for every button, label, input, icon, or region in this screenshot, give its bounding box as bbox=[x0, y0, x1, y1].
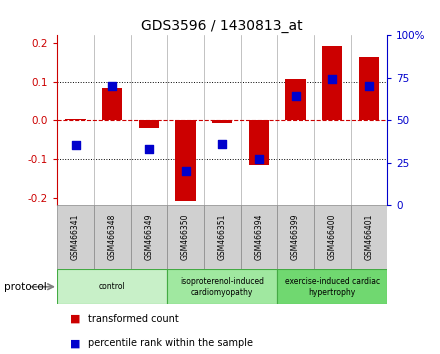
Text: GSM466349: GSM466349 bbox=[144, 214, 154, 261]
Text: exercise-induced cardiac
hypertrophy: exercise-induced cardiac hypertrophy bbox=[285, 277, 380, 297]
Text: ■: ■ bbox=[70, 338, 81, 348]
Text: isoproterenol-induced
cardiomyopathy: isoproterenol-induced cardiomyopathy bbox=[180, 277, 264, 297]
Bar bbox=[277, 269, 387, 304]
Text: GSM466350: GSM466350 bbox=[181, 214, 190, 261]
Point bbox=[182, 168, 189, 173]
Text: ■: ■ bbox=[70, 314, 81, 324]
Text: protocol: protocol bbox=[4, 282, 47, 292]
Bar bbox=[212, 120, 232, 124]
Point bbox=[292, 93, 299, 99]
Bar bbox=[249, 120, 269, 165]
Bar bbox=[57, 205, 94, 269]
Bar bbox=[57, 269, 167, 304]
Bar bbox=[286, 79, 306, 120]
Bar bbox=[322, 46, 342, 120]
Point bbox=[365, 83, 372, 88]
Text: GSM466399: GSM466399 bbox=[291, 214, 300, 261]
Point bbox=[72, 143, 79, 148]
Point bbox=[255, 156, 262, 162]
Text: control: control bbox=[99, 282, 125, 291]
Text: transformed count: transformed count bbox=[88, 314, 179, 324]
Text: GSM466348: GSM466348 bbox=[108, 214, 117, 261]
Bar bbox=[102, 88, 122, 120]
Title: GDS3596 / 1430813_at: GDS3596 / 1430813_at bbox=[141, 19, 303, 33]
Text: GSM466351: GSM466351 bbox=[218, 214, 227, 261]
Text: GSM466401: GSM466401 bbox=[364, 214, 374, 261]
Text: GSM466394: GSM466394 bbox=[254, 214, 264, 261]
Bar bbox=[167, 205, 204, 269]
Bar bbox=[359, 57, 379, 120]
Text: percentile rank within the sample: percentile rank within the sample bbox=[88, 338, 253, 348]
Point bbox=[109, 83, 116, 88]
Bar bbox=[314, 205, 351, 269]
Text: GSM466341: GSM466341 bbox=[71, 214, 80, 261]
Bar bbox=[94, 205, 131, 269]
Bar bbox=[176, 120, 196, 201]
Point bbox=[145, 147, 152, 152]
Bar bbox=[139, 120, 159, 128]
Bar bbox=[351, 205, 387, 269]
Bar bbox=[204, 205, 241, 269]
Bar bbox=[66, 119, 86, 120]
Bar bbox=[241, 205, 277, 269]
Point bbox=[329, 76, 336, 81]
Text: GSM466400: GSM466400 bbox=[328, 214, 337, 261]
Point bbox=[219, 141, 226, 146]
Bar bbox=[131, 205, 167, 269]
Bar bbox=[167, 269, 277, 304]
Bar bbox=[277, 205, 314, 269]
